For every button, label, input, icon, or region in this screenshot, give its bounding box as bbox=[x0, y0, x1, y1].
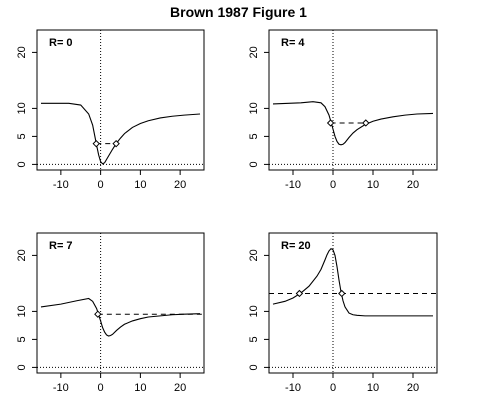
x-tick-label: 20 bbox=[407, 382, 419, 394]
panel-label: R= 0 bbox=[49, 37, 73, 49]
plot-frame bbox=[268, 232, 438, 374]
panel-label: R= 4 bbox=[281, 37, 305, 49]
panel-label: R= 20 bbox=[281, 240, 311, 252]
x-tick-label: 0 bbox=[330, 179, 336, 191]
panel-r7: -10 0 10 20 0 5 10 20 R= 7 bbox=[16, 232, 205, 394]
x-tick-label: 20 bbox=[174, 382, 186, 394]
plot-frame bbox=[268, 29, 438, 171]
y-tick-label: 10 bbox=[16, 305, 28, 317]
x-tick-label: 10 bbox=[367, 382, 379, 394]
intersection-marker bbox=[326, 119, 335, 127]
series-curve bbox=[40, 297, 201, 337]
plot-region bbox=[37, 233, 204, 373]
y-tick-label: 0 bbox=[16, 364, 28, 370]
y-tick-label: 20 bbox=[16, 46, 28, 58]
x-tick-label: -10 bbox=[285, 382, 301, 394]
y-tick-label: 0 bbox=[248, 364, 260, 370]
intersection-marker bbox=[112, 139, 120, 148]
panel-label: R= 7 bbox=[49, 240, 73, 252]
y-tick-label: 10 bbox=[248, 305, 260, 317]
y-tick-label: 5 bbox=[16, 336, 28, 342]
panel-r20: -10 0 10 20 0 5 10 20 R= 20 bbox=[248, 232, 438, 394]
y-tick-label: 5 bbox=[16, 133, 28, 139]
x-tick-label: 20 bbox=[407, 179, 419, 191]
x-tick-label: 20 bbox=[174, 179, 186, 191]
x-tick-label: 10 bbox=[134, 382, 146, 394]
x-tick-label: -10 bbox=[53, 382, 69, 394]
x-tick-label: 0 bbox=[98, 382, 104, 394]
y-tick-label: 20 bbox=[248, 46, 260, 58]
x-tick-label: 10 bbox=[134, 179, 146, 191]
y-tick-label: 5 bbox=[248, 133, 260, 139]
x-tick-label: 0 bbox=[98, 179, 104, 191]
y-tick-label: 0 bbox=[16, 161, 28, 167]
x-tick-label: -10 bbox=[285, 179, 301, 191]
series-curve bbox=[272, 247, 433, 317]
x-tick-label: 0 bbox=[330, 382, 336, 394]
intersection-marker bbox=[362, 119, 370, 127]
panel-r0: -10 0 10 20 0 5 10 20 R= 0 bbox=[16, 29, 205, 191]
y-tick-label: 20 bbox=[248, 249, 260, 261]
y-tick-label: 10 bbox=[248, 102, 260, 114]
plot-region bbox=[37, 30, 204, 170]
y-tick-label: 20 bbox=[16, 249, 28, 261]
plot-region bbox=[269, 30, 437, 170]
series-curve bbox=[40, 102, 201, 165]
series-curve bbox=[272, 101, 434, 146]
intersection-marker bbox=[92, 139, 100, 148]
y-tick-label: 0 bbox=[248, 161, 260, 167]
x-tick-label: 10 bbox=[367, 179, 379, 191]
y-tick-label: 10 bbox=[16, 102, 28, 114]
y-tick-label: 5 bbox=[248, 336, 260, 342]
plot-region bbox=[269, 233, 437, 373]
intersection-marker bbox=[338, 289, 346, 298]
plot-frame bbox=[36, 232, 205, 374]
plot-frame bbox=[36, 29, 205, 171]
x-tick-label: -10 bbox=[53, 179, 69, 191]
figure-title: Brown 1987 Figure 1 bbox=[170, 4, 307, 20]
panel-r4: -10 0 10 20 0 5 10 20 R= 4 bbox=[248, 29, 438, 191]
intersection-marker bbox=[295, 289, 304, 298]
intersection-marker bbox=[94, 310, 102, 318]
